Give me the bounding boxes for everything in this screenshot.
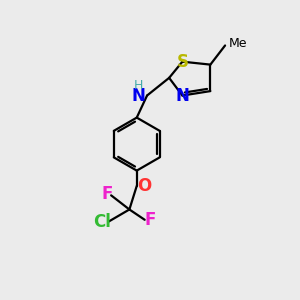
Text: S: S (176, 53, 188, 71)
Text: F: F (102, 185, 113, 203)
Text: Me: Me (229, 38, 247, 50)
Text: N: N (132, 86, 146, 104)
Text: O: O (137, 177, 151, 195)
Text: Cl: Cl (93, 213, 111, 231)
Text: H: H (134, 79, 143, 92)
Text: F: F (144, 212, 156, 230)
Text: N: N (176, 86, 189, 104)
